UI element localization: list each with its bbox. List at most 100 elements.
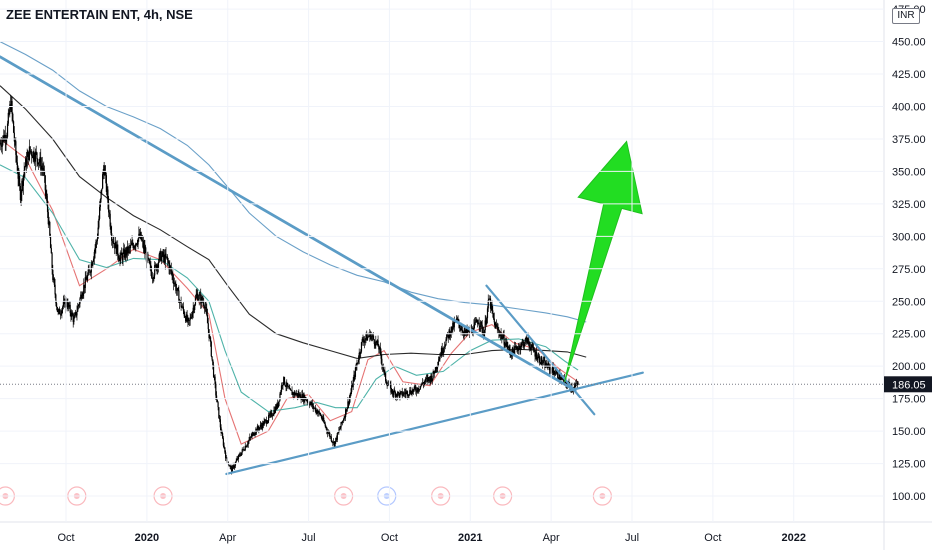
candle-body: [166, 256, 168, 258]
candle-body: [298, 393, 300, 397]
candle-body: [284, 384, 286, 387]
candle-body: [86, 274, 89, 281]
candle-body: [449, 333, 452, 337]
candle-body: [495, 324, 497, 329]
chart-title: ZEE ENTERTAIN ENT, 4h, NSE: [6, 7, 193, 22]
candle-body: [535, 351, 538, 360]
candle-body: [272, 414, 274, 416]
y-tick-label: 100.00: [892, 491, 926, 503]
candle-body: [381, 358, 383, 366]
candle-body: [551, 366, 553, 373]
candle-body: [366, 334, 368, 341]
candle-body: [577, 382, 579, 385]
candle-body: [399, 392, 401, 397]
candle-body: [393, 390, 395, 395]
candle-body: [228, 465, 231, 467]
candle-body: [237, 458, 239, 460]
candle-body: [152, 278, 154, 280]
candle-body: [203, 306, 206, 309]
candle-body: [134, 246, 136, 247]
currency-badge[interactable]: INR: [892, 8, 920, 24]
candle-body: [409, 390, 411, 395]
time-axis[interactable]: Oct 2020 Apr Jul Oct 2021 Apr Jul Oct 2022: [57, 0, 806, 544]
candle-body: [439, 355, 441, 360]
candle-body: [54, 284, 56, 295]
candle-body: [302, 394, 304, 401]
candle-body: [456, 318, 458, 320]
candle-body: [214, 376, 216, 385]
candle-body: [385, 373, 387, 382]
y-tick-label: 450.00: [892, 37, 926, 49]
candle-body: [414, 386, 416, 389]
candle-body: [132, 242, 134, 246]
candle-body: [207, 323, 209, 330]
candle-body: [292, 392, 294, 395]
candle-body: [292, 392, 295, 396]
candle-body: [87, 269, 89, 275]
candle-body: [273, 410, 275, 415]
candle-body: [400, 391, 402, 393]
candle-body: [409, 390, 412, 394]
candle-body: [418, 389, 420, 391]
candle-body: [432, 371, 434, 379]
y-tick-label: 200.00: [892, 361, 926, 373]
candle-body: [508, 346, 510, 348]
candle-body: [291, 390, 293, 395]
candle-body: [350, 392, 352, 396]
candle-body: [10, 101, 12, 110]
candle-body: [320, 415, 323, 419]
candle-body: [275, 406, 277, 409]
candle-body: [355, 366, 357, 368]
x-tick-label: Apr: [219, 532, 236, 544]
candle-body: [29, 146, 31, 152]
candle-body: [431, 378, 434, 381]
candle-body: [149, 263, 151, 265]
candle-body: [46, 200, 49, 213]
trendlines[interactable]: [0, 55, 644, 476]
candle-body: [457, 319, 459, 320]
candle-body: [321, 418, 323, 420]
candle-body: [517, 349, 519, 351]
candle-body: [197, 299, 200, 301]
candle-body: [552, 366, 554, 371]
candle-body: [120, 252, 123, 256]
x-tick-label: Oct: [704, 532, 721, 544]
candle-body: [43, 171, 46, 176]
candle-body: [464, 330, 466, 332]
candle-body: [211, 356, 213, 360]
candle-body: [541, 363, 544, 364]
candle-body: [548, 364, 550, 371]
candle-body: [68, 304, 71, 307]
candle-body: [490, 304, 492, 309]
candle-body: [37, 162, 40, 165]
candle-body: [363, 340, 365, 343]
candle-body: [240, 452, 243, 456]
candle-body: [532, 346, 535, 351]
candle-body: [365, 334, 367, 339]
candle-body: [226, 457, 228, 462]
candle-body: [368, 336, 370, 338]
candle-body: [340, 422, 342, 428]
candle-body: [241, 449, 243, 453]
candle-body: [322, 417, 324, 420]
candle-body: [363, 340, 366, 343]
candle-body: [461, 329, 464, 333]
candle-body: [97, 227, 99, 239]
candle-body: [96, 238, 98, 242]
candle-body: [168, 262, 170, 270]
candle-body: [317, 412, 319, 414]
candle-body: [182, 306, 184, 311]
candle-body: [222, 438, 224, 446]
candle-body: [14, 141, 16, 142]
candle-body: [429, 378, 431, 382]
candle-body: [111, 240, 114, 242]
candle-body: [336, 433, 338, 440]
candle-body: [99, 206, 101, 219]
candle-body: [34, 159, 36, 162]
candle-body: [484, 320, 486, 331]
candle-body: [501, 337, 504, 339]
candle-body: [116, 244, 118, 254]
candle-body: [59, 308, 61, 315]
